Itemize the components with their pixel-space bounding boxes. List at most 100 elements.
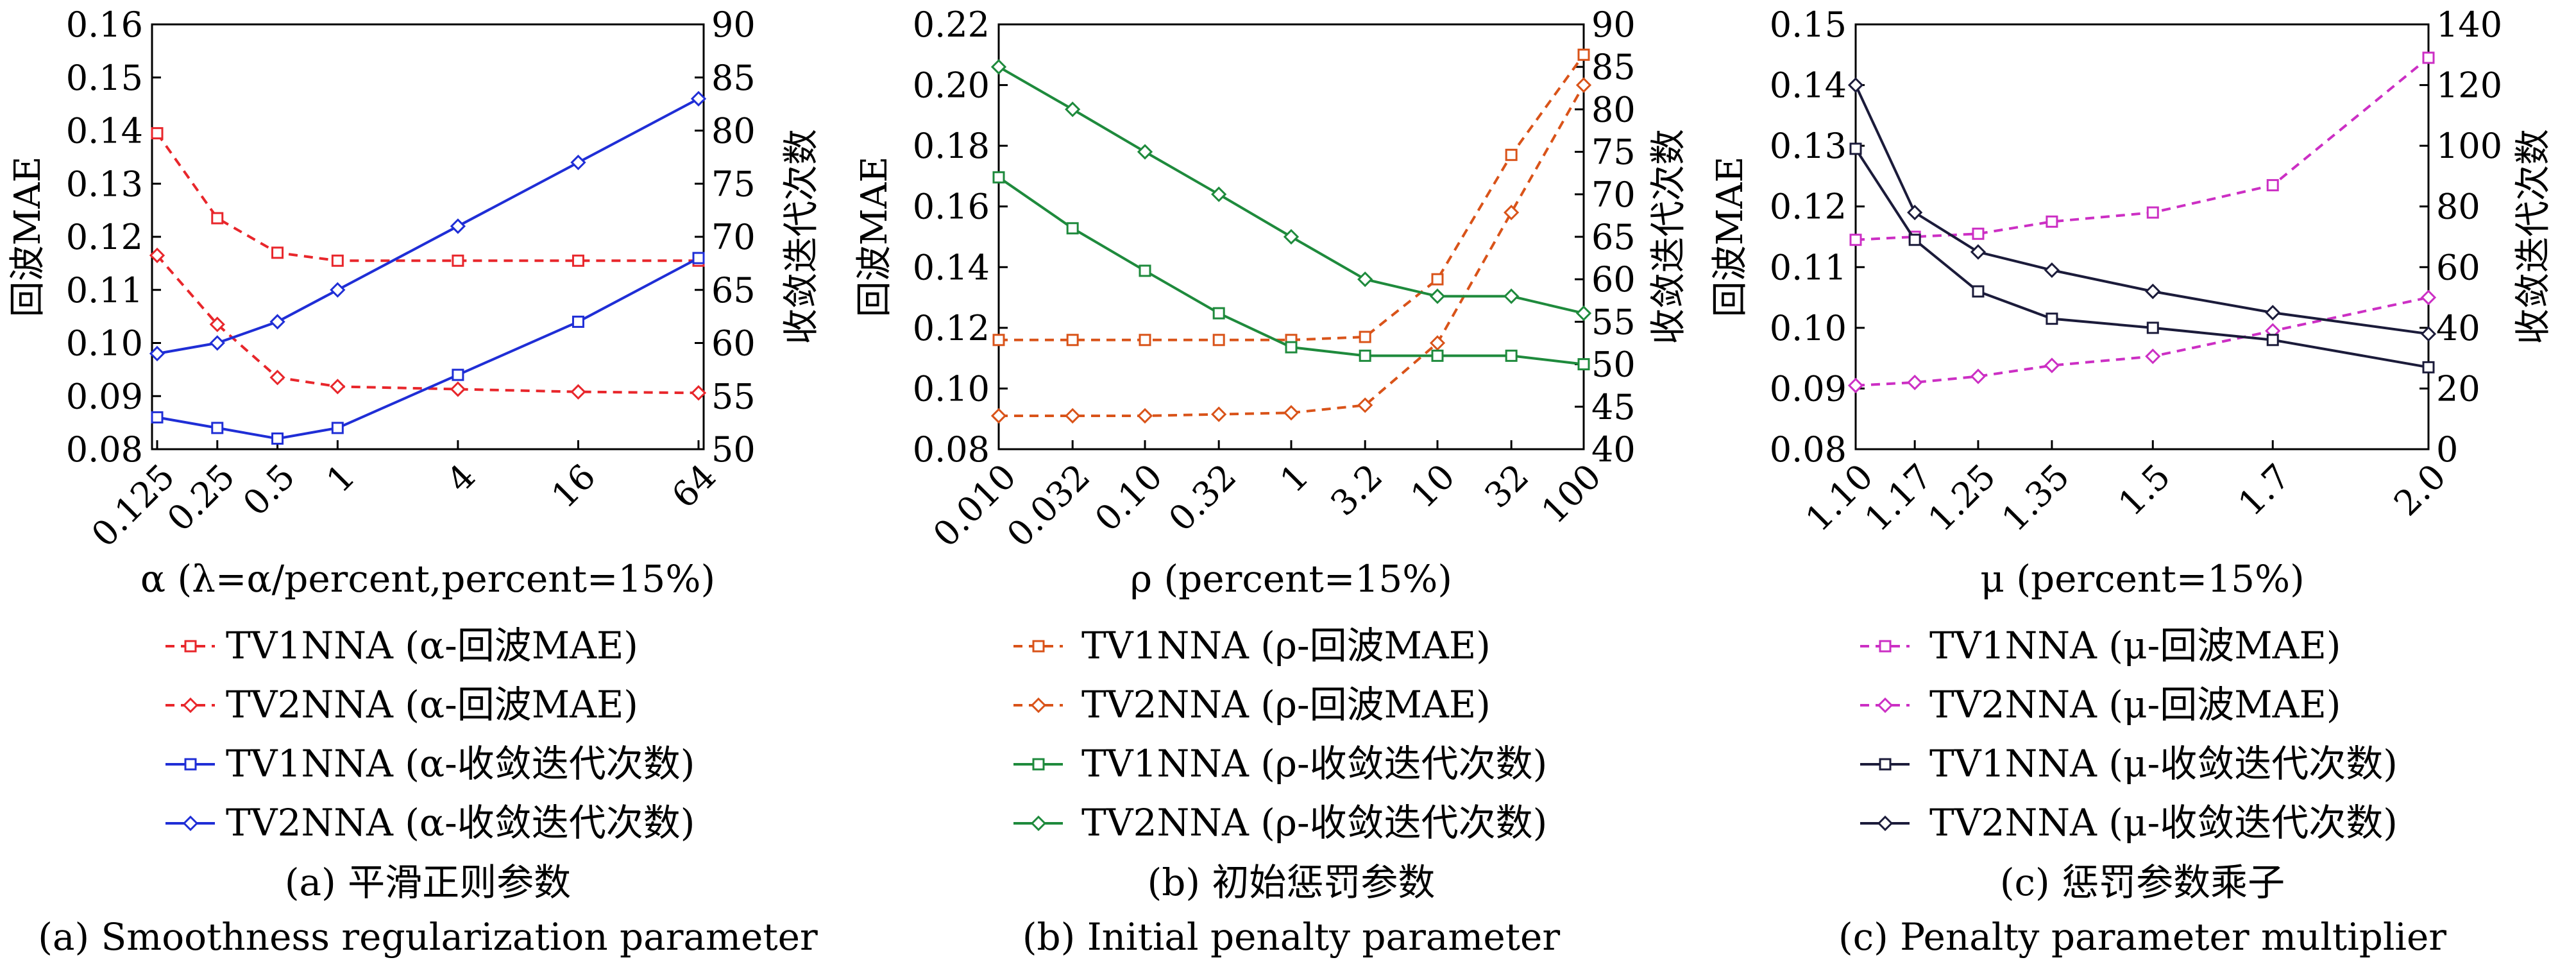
right-tick-label: 80 (1591, 89, 1636, 130)
caption-english: (c) Penalty parameter multiplier (1838, 915, 2446, 959)
data-point-square (572, 315, 584, 328)
data-point-diamond (269, 314, 285, 330)
chart-marks: 0.08 0.09 0.10 0.11 0.12 0.13 0.14 0.15 0 20 40 60 8… (1770, 4, 2502, 539)
x-axis-label: ρ (percent=15%) (1130, 557, 1452, 601)
legend-item: TV1NNA (μ-收敛迭代次数) (1860, 742, 2398, 785)
left-tick-label: 0.16 (66, 4, 143, 45)
data-point-diamond (2265, 305, 2281, 321)
left-tick-label: 0.20 (913, 65, 990, 106)
left-tick-label: 0.12 (913, 308, 990, 348)
legend-item: TV1NNA (μ-回波MAE) (1860, 624, 2341, 667)
data-point-diamond (1504, 288, 1520, 304)
data-point-diamond (1907, 205, 1923, 221)
left-axis-label: 回波MAE (854, 157, 895, 318)
data-point-square (2046, 313, 2058, 325)
data-point-square (1908, 234, 1921, 246)
data-point-square (151, 127, 164, 140)
data-point-diamond (990, 59, 1007, 75)
data-point-square (1505, 148, 1518, 161)
chart-panel-c: 0.08 0.09 0.10 0.11 0.12 0.13 0.14 0.15 0 20 40 60 8… (1709, 4, 2554, 959)
data-point-diamond (1575, 77, 1592, 93)
data-point-diamond (1283, 405, 1300, 421)
left-tick-label: 0.11 (66, 270, 143, 311)
data-point-diamond (690, 385, 707, 401)
legend-item: TV2NNA (μ-回波MAE) (1860, 683, 2341, 726)
right-tick-label: 80 (711, 111, 756, 151)
left-tick-label: 0.08 (1770, 429, 1847, 470)
data-point-square (2422, 51, 2435, 64)
left-tick-label: 0.15 (66, 58, 143, 98)
right-tick-label: 90 (1591, 4, 1636, 45)
x-tick-label: 0.25 (160, 456, 243, 540)
x-tick-label: 32 (1477, 456, 1536, 516)
right-tick-label: 50 (1591, 345, 1636, 385)
left-tick-label: 0.15 (1770, 4, 1847, 45)
series-line (157, 257, 699, 440)
x-tick-label: 0.032 (999, 456, 1098, 555)
legend-square-marker (1032, 640, 1045, 653)
data-point-diamond (149, 345, 165, 362)
data-point-diamond (1970, 368, 1987, 384)
data-point-square (1849, 142, 1862, 155)
data-point-square (1212, 334, 1225, 347)
plot-frame (151, 23, 705, 450)
right-axis-label: 收敛迭代次数 (781, 129, 822, 345)
caption-chinese: (c) 惩罚参数乘子 (2000, 861, 2285, 904)
chart-panel-a: 0.08 0.09 0.10 0.11 0.12 0.13 0.14 0.15 0.16 50 55… (7, 4, 822, 959)
x-tick-label: 3.2 (1323, 456, 1390, 524)
data-point-diamond (1065, 407, 1081, 424)
left-tick-label: 0.14 (913, 247, 990, 287)
data-point-diamond (149, 247, 165, 264)
right-tick-label: 40 (2436, 308, 2480, 348)
data-point-square (1431, 349, 1444, 362)
right-tick-label: 40 (1591, 429, 1636, 470)
left-tick-label: 0.10 (913, 368, 990, 409)
left-tick-label: 0.16 (913, 187, 990, 227)
legend-item: TV2NNA (α-收敛迭代次数) (165, 801, 695, 844)
right-tick-label: 60 (711, 323, 756, 364)
data-point-square (692, 252, 705, 264)
x-axis-label: μ (percent=15%) (1980, 557, 2305, 601)
x-tick-label: 1.25 (1920, 456, 2004, 540)
right-tick-label: 120 (2436, 65, 2502, 106)
data-point-diamond (1357, 397, 1373, 413)
data-point-square (2266, 179, 2279, 192)
left-tick-label: 0.10 (1770, 308, 1847, 348)
legend-label: TV1NNA (ρ-回波MAE) (1081, 624, 1491, 667)
data-point-square (992, 171, 1005, 184)
x-tick-label: 1.17 (1857, 456, 1940, 540)
data-point-diamond (450, 218, 466, 234)
legend-item: TV1NNA (α-收敛迭代次数) (165, 742, 695, 785)
data-point-square (1066, 334, 1079, 347)
right-tick-label: 75 (711, 164, 756, 204)
right-tick-label: 65 (1591, 217, 1636, 257)
data-point-square (211, 422, 224, 434)
data-point-square (452, 368, 464, 381)
left-tick-label: 0.08 (66, 429, 143, 470)
data-point-square (271, 432, 284, 445)
series-line (1854, 148, 2429, 369)
data-point-square (2422, 361, 2435, 373)
right-tick-label: 80 (2436, 187, 2480, 227)
data-point-square (1972, 285, 1985, 298)
data-point-diamond (1504, 205, 1520, 221)
data-point-square (1431, 273, 1444, 286)
legend-diamond-marker (1877, 697, 1894, 714)
legend-square-marker (184, 758, 197, 771)
series-line (1854, 84, 2429, 336)
left-axis-label: 回波MAE (7, 157, 49, 318)
right-tick-label: 140 (2436, 4, 2502, 45)
right-tick-label: 65 (711, 270, 756, 311)
data-point-square (1139, 264, 1151, 277)
series-line (998, 65, 1584, 315)
right-axis-label: 收敛迭代次数 (2512, 129, 2554, 345)
series-line (1855, 56, 2430, 241)
right-tick-label: 0 (2436, 429, 2458, 470)
chart-marks: 0.08 0.10 0.12 0.14 0.16 0.18 0.20 0.22 40455055… (913, 4, 1636, 555)
data-point-diamond (209, 335, 225, 351)
legend-item: TV1NNA (α-回波MAE) (165, 624, 638, 667)
data-point-square (211, 212, 224, 225)
legend-label: TV2NNA (ρ-回波MAE) (1081, 683, 1491, 726)
data-point-square (1849, 234, 1862, 246)
legend-label: TV2NNA (μ-收敛迭代次数) (1929, 801, 2398, 844)
